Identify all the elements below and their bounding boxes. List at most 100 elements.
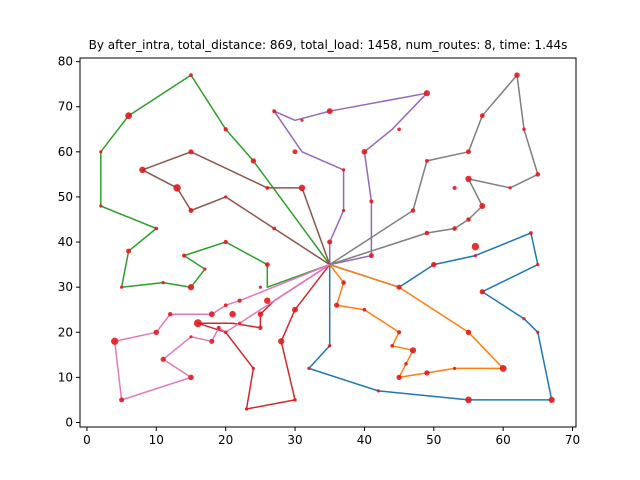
- customer-point: [536, 263, 540, 267]
- customer-point: [522, 317, 526, 321]
- customer-point: [223, 330, 228, 335]
- customer-point: [465, 329, 472, 335]
- customer-point: [522, 127, 526, 132]
- customer-point: [167, 311, 173, 317]
- customer-point: [216, 325, 221, 330]
- x-tick-label: 60: [496, 433, 511, 447]
- customer-point: [342, 208, 346, 213]
- customer-point: [203, 267, 207, 271]
- customer-point: [431, 261, 437, 268]
- customer-point: [473, 254, 477, 258]
- customer-point: [508, 186, 512, 190]
- y-tick-label: 70: [58, 100, 73, 114]
- customer-point: [410, 208, 416, 213]
- customer-point: [293, 398, 297, 402]
- y-tick-label: 20: [58, 325, 73, 339]
- customer-point: [396, 284, 402, 290]
- axes: 0 10 20 30 40 50 60 70 0 10 20 30 40 50 60 70 80: [58, 55, 580, 447]
- plot-area: [99, 72, 555, 411]
- customer-point: [238, 321, 242, 325]
- y-tick-label: 60: [58, 145, 73, 159]
- customer-point: [257, 311, 264, 317]
- customer-point: [300, 118, 304, 122]
- x-tick-label: 20: [218, 433, 233, 447]
- x-tick-label: 40: [357, 433, 372, 447]
- route-line-5: [273, 92, 428, 266]
- customer-point: [139, 166, 146, 174]
- customer-point: [265, 186, 270, 190]
- customer-point: [272, 109, 277, 114]
- customer-point: [452, 185, 457, 190]
- customer-point: [466, 217, 471, 222]
- customer-point: [99, 150, 103, 154]
- customer-point: [499, 364, 507, 372]
- customer-point: [404, 362, 408, 366]
- customer-point: [193, 319, 202, 328]
- customer-point: [182, 253, 187, 258]
- customer-point: [223, 127, 228, 132]
- customer-point: [514, 72, 520, 78]
- customer-point: [119, 397, 125, 403]
- customer-point: [272, 226, 277, 231]
- customer-point: [237, 298, 242, 303]
- customer-point: [452, 226, 457, 231]
- customer-point: [369, 199, 374, 204]
- customer-point: [465, 175, 472, 183]
- customer-point: [361, 148, 368, 155]
- customer-point: [111, 337, 119, 345]
- x-tick-label: 30: [287, 433, 302, 447]
- customer-point: [292, 306, 298, 313]
- y-tick-label: 50: [58, 190, 73, 204]
- customer-point: [479, 289, 485, 295]
- customer-point: [471, 242, 480, 251]
- customer-point: [362, 307, 367, 312]
- customer-point: [223, 239, 228, 245]
- customer-point: [208, 311, 215, 318]
- customer-point: [328, 344, 332, 348]
- customer-point: [264, 262, 270, 267]
- customer-point: [189, 335, 193, 339]
- x-tick-label: 10: [149, 433, 164, 447]
- x-tick-label: 70: [565, 433, 580, 447]
- customer-point: [466, 149, 471, 155]
- customer-point: [376, 389, 380, 393]
- customer-point: [161, 280, 165, 285]
- customer-point: [224, 195, 228, 199]
- customer-point: [536, 330, 540, 334]
- y-tick-label: 0: [65, 415, 73, 429]
- customer-point: [278, 338, 285, 345]
- customer-point: [160, 356, 166, 362]
- y-tick-label: 40: [58, 235, 73, 249]
- customer-point: [479, 113, 485, 119]
- customer-point: [424, 158, 429, 163]
- customer-point: [390, 343, 395, 348]
- customer-point: [188, 149, 194, 155]
- customer-point: [368, 253, 374, 259]
- customer-point: [258, 325, 263, 330]
- customer-point: [244, 407, 249, 411]
- customer-point: [327, 239, 333, 245]
- customer-point: [298, 184, 306, 192]
- customer-point: [251, 366, 255, 370]
- customer-point: [423, 90, 430, 97]
- customer-point: [229, 310, 236, 318]
- x-tick-label: 50: [426, 433, 441, 447]
- customer-point: [307, 366, 311, 371]
- customer-point: [120, 285, 124, 289]
- customer-point: [397, 127, 401, 132]
- customer-point: [126, 248, 132, 254]
- customer-point: [409, 347, 417, 354]
- customer-point: [153, 329, 159, 335]
- customer-point: [188, 208, 194, 213]
- chart-title: By after_intra, total_distance: 869, tot…: [89, 38, 568, 52]
- customer-point: [342, 168, 346, 172]
- route-line-6: [141, 151, 331, 266]
- customer-point: [424, 230, 430, 236]
- customer-point: [548, 396, 555, 403]
- customer-point: [258, 285, 262, 289]
- route-line-3: [100, 74, 331, 288]
- customer-point: [529, 231, 533, 235]
- customer-point: [479, 203, 486, 209]
